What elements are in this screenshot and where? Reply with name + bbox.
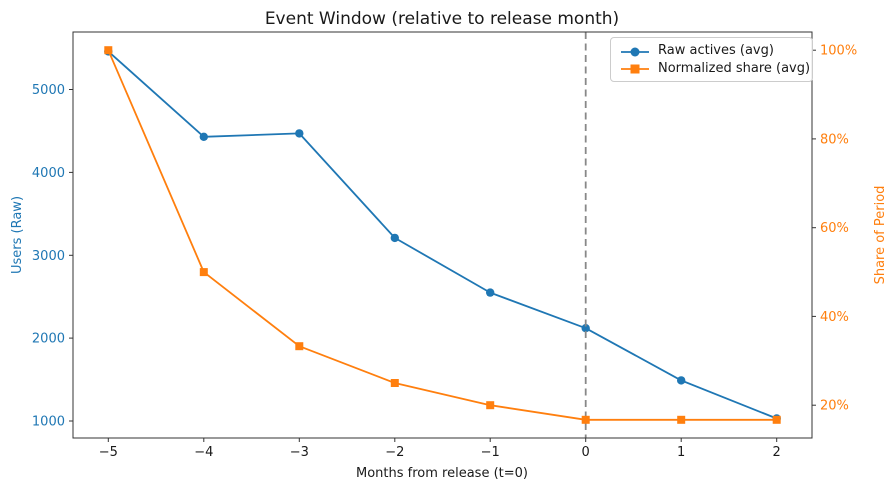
legend-line-square-icon [619,61,651,75]
legend: Raw actives (avg) Normalized share (avg) [610,37,813,82]
data-point-square [772,415,781,424]
y-right-tick-label: 60% [820,221,849,236]
y-left-tick-label: 4000 [32,166,65,181]
legend-label: Raw actives (avg) [658,43,774,59]
y-axis-label-right: Share of Period [873,186,888,285]
x-axis-label: Months from release (t=0) [356,466,528,481]
y-left-tick-label: 3000 [32,249,65,264]
data-point-circle [199,132,208,141]
series-normalized-share-avg- [104,46,781,424]
data-point-square [677,415,686,424]
series-raw-actives-avg- [104,47,781,423]
data-point-circle [295,129,304,138]
y-left-tick-label: 2000 [32,332,65,347]
x-tick-label: −2 [385,445,404,460]
x-axis-ticks: −5 −4 −3 −2 −1 0 1 2 [99,438,781,460]
legend-label: Normalized share (avg) [658,60,811,76]
y-left-ticks: 1000 2000 3000 4000 5000 [32,83,73,430]
plot-area: −5 −4 −3 −2 −1 0 1 2 1000 2000 3000 4000 5000 20% 40% 6… [32,31,857,460]
x-tick-label: 2 [773,445,781,460]
x-tick-label: −5 [99,445,118,460]
plot-border [72,31,813,439]
y-axis-label-left: Users (Raw) [10,196,25,274]
data-point-square [581,415,590,424]
data-point-square [104,46,113,55]
legend-item-normalized-share: Normalized share (avg) [619,60,810,78]
legend-item-raw-actives: Raw actives (avg) [619,42,804,60]
y-right-ticks: 20% 40% 60% 80% 100% [812,44,857,414]
data-point-square [486,401,495,410]
y-right-tick-label: 40% [820,310,849,325]
data-point-circle [390,233,399,243]
x-tick-label: 1 [677,445,685,460]
x-tick-label: −1 [481,445,500,460]
chart-title: Event Window (relative to release month) [265,9,619,29]
legend-line-circle-icon [619,44,651,58]
y-left-tick-label: 1000 [32,415,65,430]
x-tick-label: 0 [582,445,590,460]
y-left-tick-label: 5000 [32,83,65,98]
data-point-square [295,342,304,351]
data-point-square [199,268,208,277]
y-right-tick-label: 100% [820,44,857,59]
x-tick-label: −4 [194,445,213,460]
data-point-circle [677,376,686,385]
data-point-circle [486,288,495,297]
data-point-circle [581,324,590,333]
x-tick-label: −3 [290,445,309,460]
y-right-tick-label: 20% [820,399,849,414]
y-right-tick-label: 80% [820,132,849,147]
data-point-square [390,379,399,387]
